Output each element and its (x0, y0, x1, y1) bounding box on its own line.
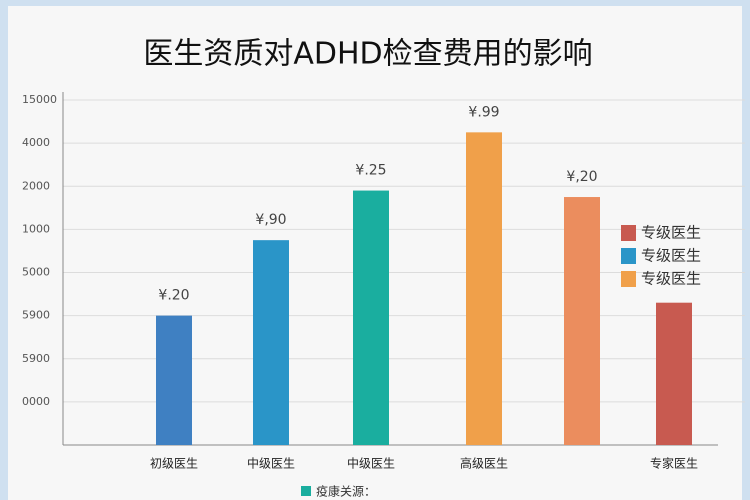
bar (353, 190, 389, 445)
legend-label: 专级医生 (641, 247, 701, 265)
y-tick-label: 4000 (22, 136, 50, 149)
source-swatch (301, 486, 311, 496)
bar (466, 132, 502, 445)
y-tick-label: 2000 (22, 179, 50, 192)
annotation: ¥,90 (255, 212, 286, 228)
source: 疫康关源： (316, 484, 376, 499)
y-tick-label: 5000 (22, 266, 50, 279)
y-tick-label: 0000 (22, 395, 50, 408)
y-tick-label: 5900 (22, 309, 50, 322)
x-tick-label: 专家医生 (650, 456, 698, 471)
annotation: ¥.99 (468, 104, 499, 120)
annotation: ¥,20 (566, 169, 597, 185)
x-tick-label: 中级医生 (247, 456, 295, 471)
bar (253, 240, 289, 445)
y-tick-label: 15000 (22, 93, 57, 106)
x-tick-label: 高级医生 (460, 456, 508, 471)
y-tick-label: 1000 (22, 222, 50, 235)
bar (564, 197, 600, 445)
x-tick-label: 中级医生 (347, 456, 395, 471)
bar (656, 302, 692, 445)
legend-swatch (621, 248, 636, 264)
annotation: ¥.20 (158, 288, 189, 304)
x-tick-label: 初级医生 (150, 457, 198, 471)
legend-label: 专级医生 (641, 224, 701, 242)
annotation: ¥.25 (355, 163, 386, 179)
chart-title: 医生资质对ADHD检查费用的影响 (143, 37, 592, 72)
legend-swatch (621, 225, 636, 241)
y-tick-label: 5900 (22, 352, 50, 365)
legend-label: 专级医生 (641, 270, 701, 288)
legend-swatch (621, 271, 636, 287)
bar (156, 315, 192, 445)
